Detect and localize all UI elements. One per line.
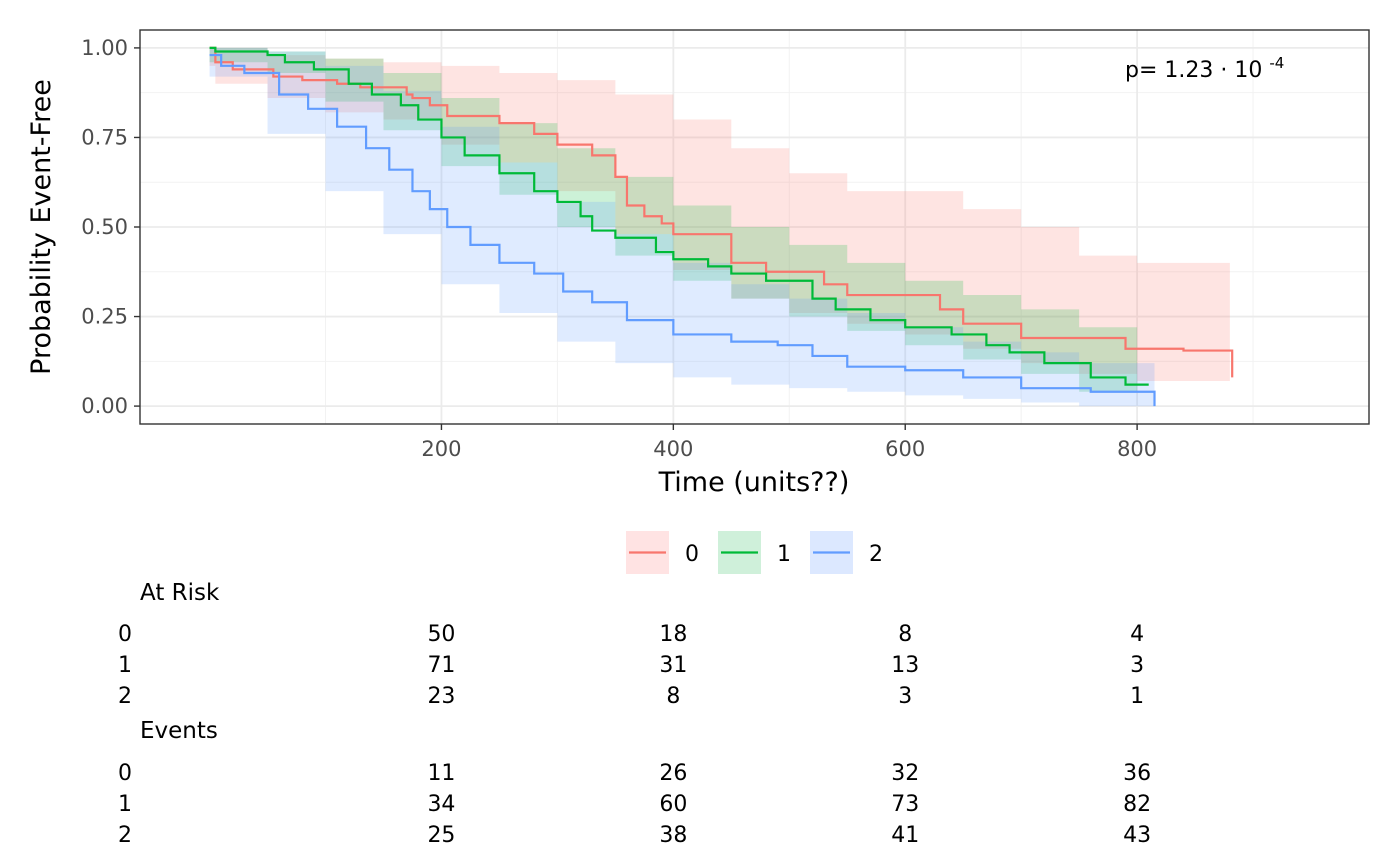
x-tick-label: 600 xyxy=(885,437,925,461)
events-table-layer-row-label: 1 xyxy=(118,792,132,817)
x-axis-title: Time (units??) xyxy=(658,467,850,498)
events-table-layer-cell: 38 xyxy=(659,823,687,848)
axis-ticks: 200 400 600 800 0.00 0.25 0.50 0.75 1.00 xyxy=(81,36,1157,461)
events-table-layer-cell: 43 xyxy=(1123,823,1151,848)
risk-table-title: At Risk xyxy=(140,580,220,606)
risk-table-layer-cell: 23 xyxy=(427,684,455,709)
risk-table-layer-cell: 3 xyxy=(898,684,912,709)
risk-table-layer-cell: 13 xyxy=(891,653,919,678)
risk-table-layer-row-label: 1 xyxy=(118,653,132,678)
y-axis-title: Probability Event-Free xyxy=(26,79,57,375)
survival-curve-group-0 xyxy=(209,46,1234,378)
survival-curves xyxy=(209,46,1234,407)
legend: 0 1 2 xyxy=(626,531,883,574)
events-table-layer-row-label: 0 xyxy=(118,761,132,786)
events-table-layer-cell: 41 xyxy=(891,823,919,848)
risk-table-layer-cell: 3 xyxy=(1130,653,1144,678)
x-tick-label: 400 xyxy=(653,437,693,461)
p-value-exponent: -4 xyxy=(1269,54,1284,72)
events-table-layer-cell: 34 xyxy=(427,792,455,817)
survival-curve-group-1 xyxy=(209,46,1149,386)
p-value-prefix: p= 1.23 xyxy=(1125,58,1213,83)
events-table-layer-cell: 32 xyxy=(891,761,919,786)
confidence-band-group-0 xyxy=(209,47,1230,385)
risk-table-layer-cell: 50 xyxy=(427,622,455,647)
risk-table-layer-cell: 1 xyxy=(1130,684,1144,709)
legend-label-group-1: 1 xyxy=(777,542,791,567)
events-table-layer-cell: 25 xyxy=(427,823,455,848)
legend-label-group-2: 2 xyxy=(869,542,883,567)
events-table-layer-cell: 60 xyxy=(659,792,687,817)
legend-label-group-0: 0 xyxy=(685,542,699,567)
y-tick-label: 0.00 xyxy=(81,394,128,418)
events-table-layer-cell: 73 xyxy=(891,792,919,817)
events-table-layer-cell: 26 xyxy=(659,761,687,786)
events-table-layer-cell: 82 xyxy=(1123,792,1151,817)
risk-table-layer-cell: 8 xyxy=(666,684,680,709)
survival-curve-group-2 xyxy=(209,53,1156,407)
x-tick-label: 200 xyxy=(421,437,461,461)
risk-table-layer-cell: 18 xyxy=(659,622,687,647)
y-tick-label: 1.00 xyxy=(81,36,128,60)
risk-table-layer-row-label: 0 xyxy=(118,622,132,647)
events-table-layer-cell: 11 xyxy=(427,761,455,786)
p-value-base: 10 xyxy=(1234,58,1262,83)
events-table-layer-row-label: 2 xyxy=(118,823,132,848)
risk-table-layer-cell: 71 xyxy=(427,653,455,678)
events-table: 0 11 26 32 36 1 34 60 73 82 2 25 38 41 43 xyxy=(118,761,1151,848)
events-table-layer-cell: 36 xyxy=(1123,761,1151,786)
risk-table-layer-cell: 4 xyxy=(1130,622,1144,647)
risk-table-layer-cell: 8 xyxy=(898,622,912,647)
y-tick-label: 0.25 xyxy=(81,305,128,329)
p-value-times: · xyxy=(1220,58,1227,83)
risk-table-layer-row-label: 2 xyxy=(118,684,132,709)
x-tick-label: 800 xyxy=(1117,437,1157,461)
events-table-title: Events xyxy=(140,718,218,744)
risk-table: 0 50 18 8 41 71 31 13 32 23 8 3 1 xyxy=(118,622,1144,709)
p-value-annotation: p= 1.23 · 10 -4 xyxy=(1125,54,1284,83)
y-tick-label: 0.75 xyxy=(81,125,128,149)
risk-table-layer-cell: 31 xyxy=(659,653,687,678)
y-tick-label: 0.50 xyxy=(81,215,128,239)
